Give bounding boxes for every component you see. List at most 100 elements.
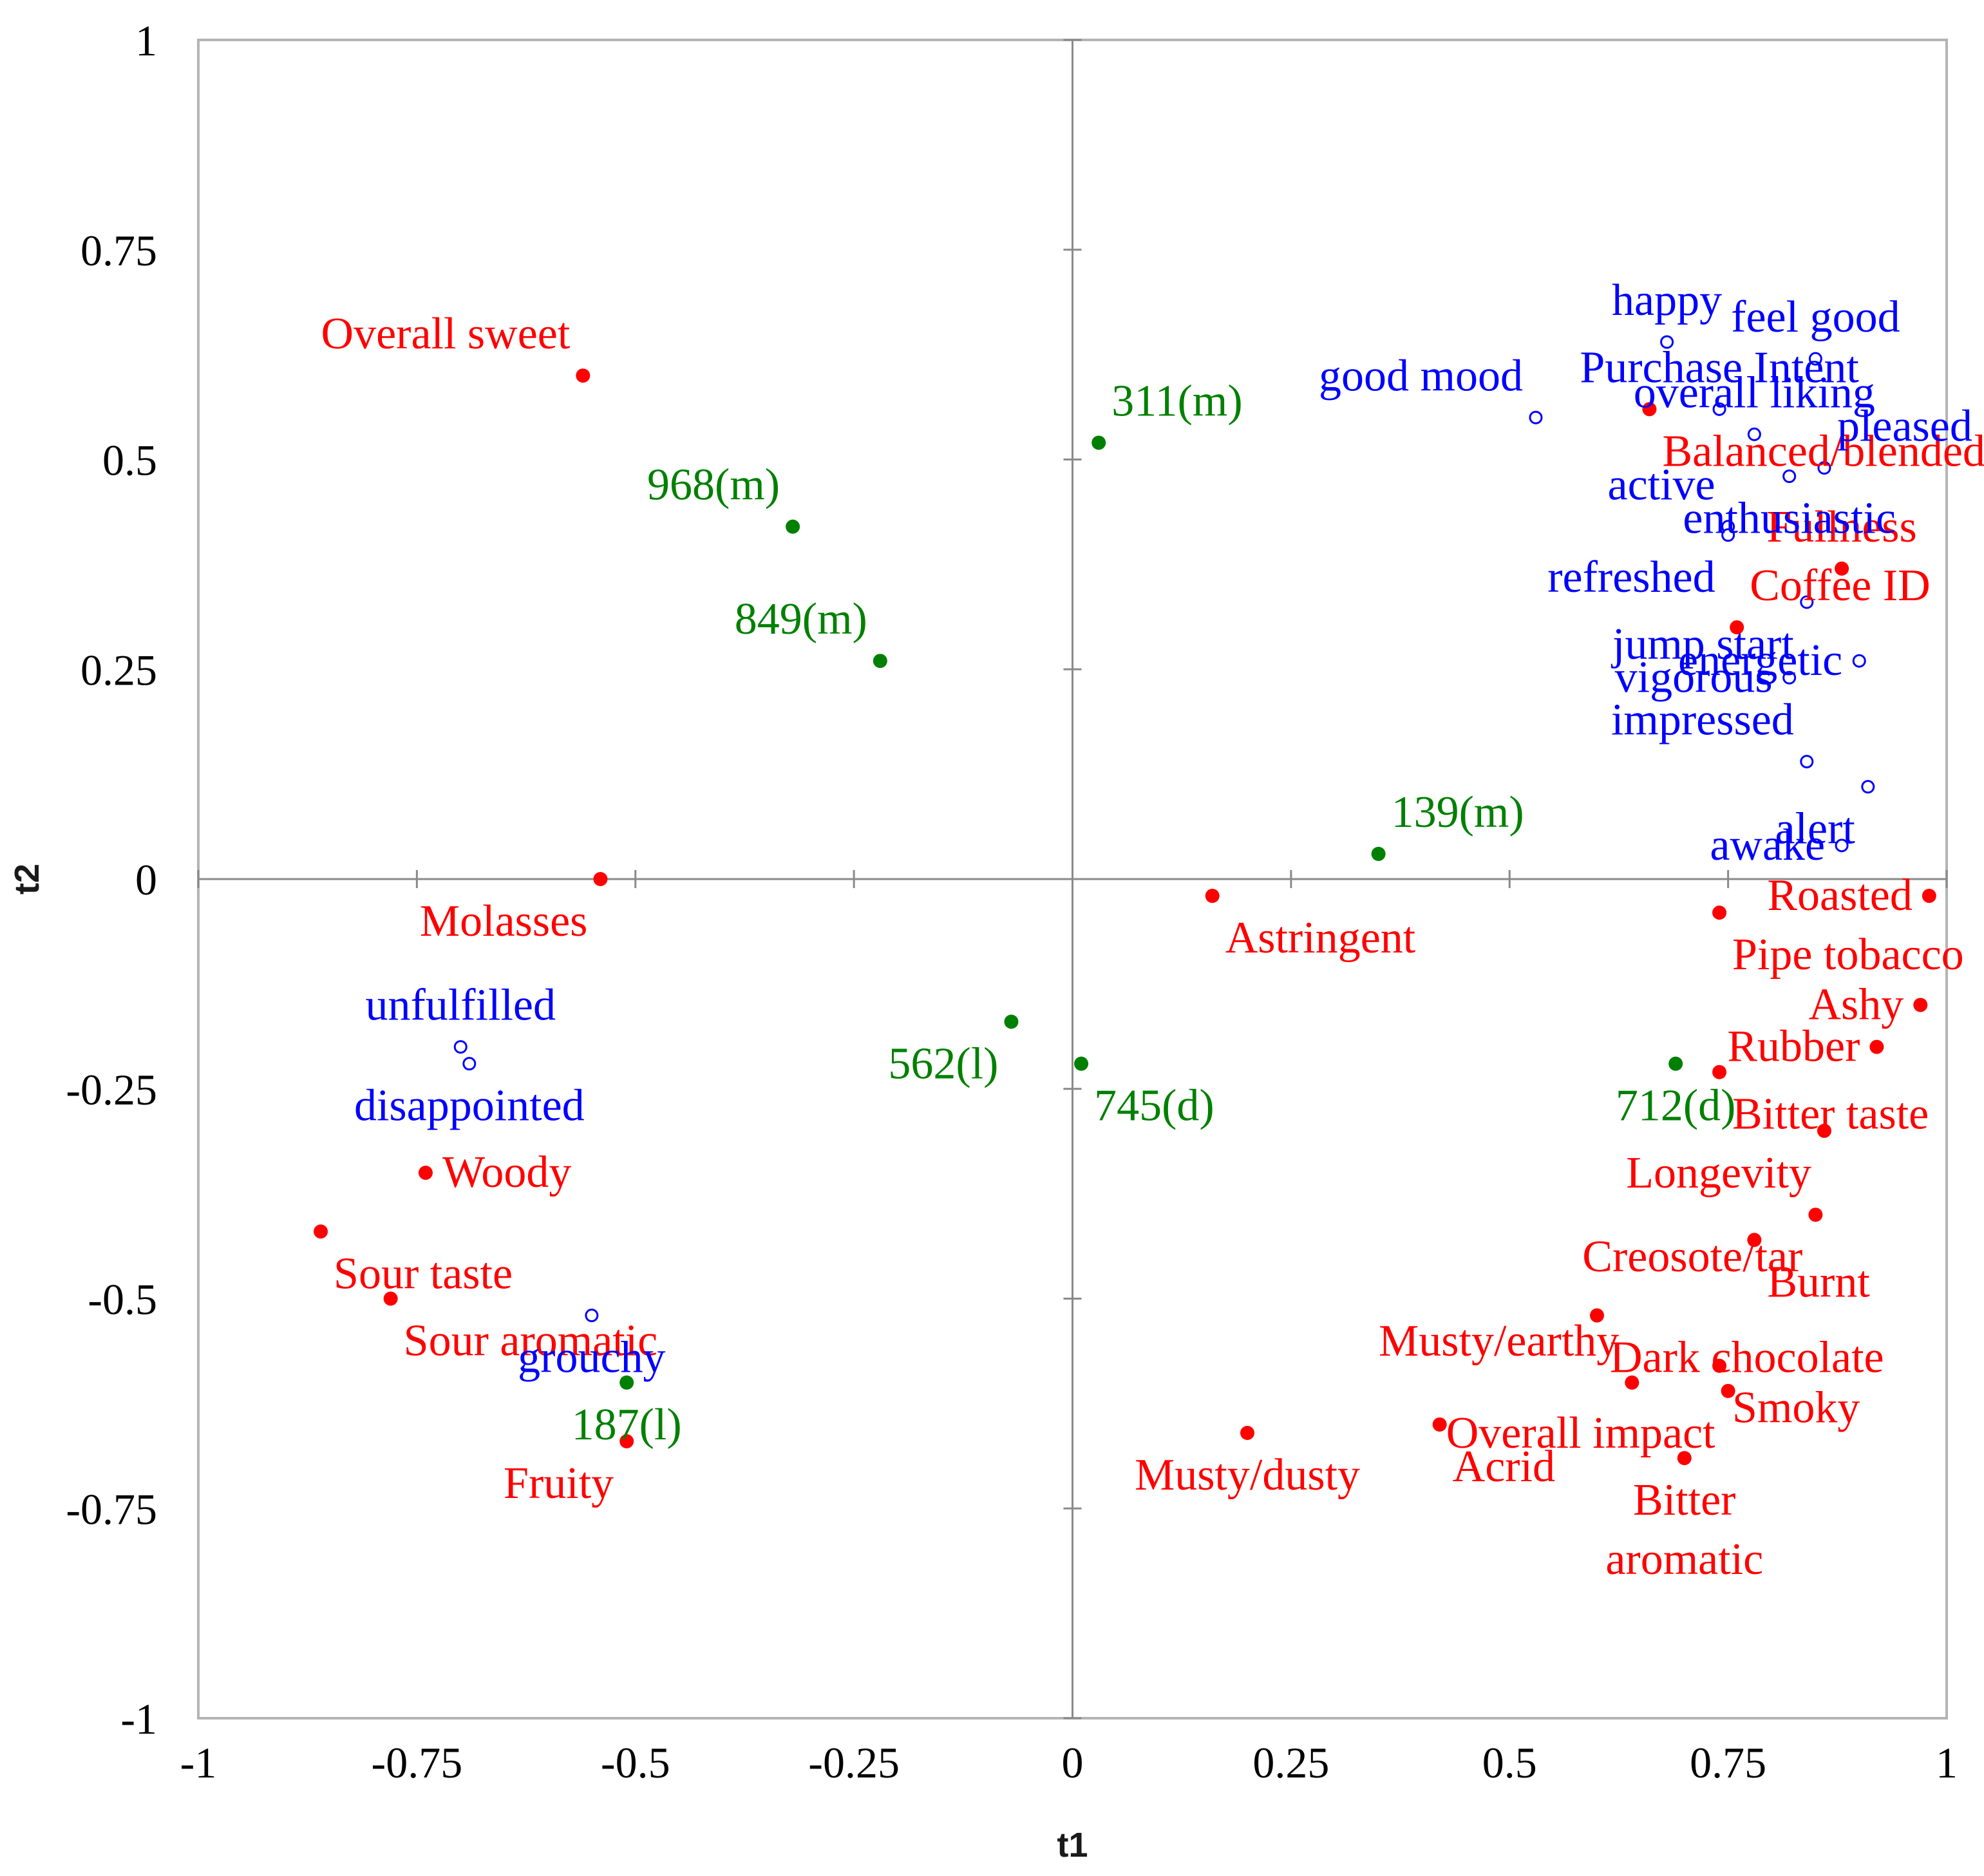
data-point [1869, 1039, 1884, 1054]
data-label: Overall impact [1446, 1408, 1715, 1458]
data-point [1782, 469, 1797, 484]
data-point [383, 1291, 398, 1306]
data-label: impressed [1611, 696, 1794, 745]
x-tick-label: -0.75 [372, 1738, 463, 1787]
data-label: happy [1612, 276, 1722, 325]
x-tick-label: -0.5 [601, 1738, 670, 1787]
data-label: Fullness [1766, 502, 1916, 552]
data-point [1712, 905, 1727, 920]
data-label: vigorous [1615, 652, 1773, 702]
data-point [314, 1224, 328, 1239]
data-point [453, 1040, 468, 1054]
data-label: Sour taste [334, 1249, 513, 1298]
y-tick-label: -1 [120, 1694, 157, 1743]
data-point [1677, 1451, 1692, 1466]
data-label: Sour aromatic [404, 1316, 658, 1366]
y-tick-label: 0 [135, 855, 157, 904]
data-label: Pipe tobacco [1732, 930, 1964, 980]
data-point [1747, 1233, 1762, 1247]
data-label: alert [1775, 804, 1855, 854]
data-label: Coffee ID [1750, 561, 1931, 611]
data-point [1712, 1065, 1727, 1079]
data-point [1712, 1358, 1727, 1373]
data-label: Bitter taste [1732, 1090, 1929, 1139]
data-label: Burnt [1767, 1257, 1870, 1307]
data-label: Overall sweet [321, 309, 571, 359]
data-point [1817, 461, 1831, 475]
data-label: awake [1710, 820, 1825, 870]
data-label: Dark chocolate [1610, 1333, 1884, 1383]
data-label: grouchy [518, 1333, 665, 1383]
x-tick-label: 1 [1936, 1738, 1958, 1787]
data-point [1835, 561, 1849, 576]
data-point [1721, 528, 1735, 542]
data-label: unfulfilled [366, 981, 556, 1030]
data-point [1371, 846, 1386, 861]
data-point [1730, 620, 1744, 635]
x-tick-label: 0.25 [1252, 1738, 1329, 1787]
y-tick-label: 0.75 [80, 226, 157, 275]
data-label: Fruity [504, 1459, 614, 1508]
data-label: Ashy [1808, 980, 1904, 1029]
data-label: disappointed [354, 1081, 585, 1131]
data-point [1091, 435, 1106, 450]
data-label: Balanced/blended [1662, 426, 1984, 476]
data-point [1808, 1208, 1823, 1222]
x-tick-label: -1 [180, 1738, 217, 1787]
x-axis-ticks: -1 -0.75 -0.5 -0.25 0 0.25 0.5 0.75 1 [180, 870, 1958, 1787]
data-label: Creosote/tar [1582, 1232, 1802, 1282]
data-point [1642, 402, 1657, 417]
data-point [1808, 352, 1822, 366]
data-label: Bitter [1633, 1475, 1735, 1525]
data-label: 139(m) [1392, 788, 1524, 837]
data-point [1625, 1375, 1639, 1390]
data-point [1800, 595, 1814, 609]
data-label: pleased [1837, 402, 1972, 451]
data-point [786, 519, 800, 534]
data-point [1529, 410, 1543, 424]
data-point [1004, 1014, 1019, 1029]
data-label: Rubber [1727, 1022, 1860, 1072]
y-tick-label: -0.5 [88, 1275, 157, 1324]
data-point [619, 1434, 634, 1449]
y-tick-label: 0.5 [102, 436, 157, 485]
data-point [1782, 670, 1797, 685]
data-point [1817, 1123, 1831, 1138]
data-label: energetic [1678, 636, 1842, 685]
data-points [314, 335, 1936, 1466]
data-label: Smoky [1732, 1383, 1860, 1433]
data-point [576, 368, 590, 383]
data-label: 712(d) [1616, 1081, 1736, 1131]
data-label: Longevity [1626, 1148, 1811, 1198]
data-label: Woody [442, 1148, 571, 1197]
data-label: active [1608, 460, 1715, 510]
data-point [1913, 998, 1928, 1012]
y-tick-label: 1 [135, 16, 157, 65]
y-tick-label: 0.25 [80, 645, 157, 694]
data-point [1835, 839, 1849, 853]
data-point [619, 1375, 634, 1390]
data-label: Astringent [1225, 913, 1416, 963]
data-labels: Overall sweet Molasses Woody Sour taste Sour… [321, 276, 1984, 1584]
data-point [462, 1057, 477, 1071]
y-axis-ticks: -1 -0.75 -0.5 -0.25 0 0.25 0.5 0.75 1 [66, 16, 1082, 1743]
data-label: 311(m) [1111, 376, 1242, 426]
data-point [1074, 1056, 1089, 1071]
x-tick-label: -0.25 [808, 1738, 900, 1787]
data-label: jump start [1611, 620, 1794, 669]
data-label: 968(m) [647, 460, 780, 510]
data-point [873, 654, 887, 668]
data-label: Roasted [1767, 871, 1913, 920]
data-point [1205, 889, 1220, 904]
data-label: aromatic [1605, 1535, 1763, 1584]
data-point [1922, 889, 1936, 904]
data-label: good mood [1319, 351, 1523, 401]
x-axis-title: t1 [1057, 1826, 1088, 1864]
data-point [1240, 1425, 1254, 1440]
data-label: 562(l) [888, 1039, 998, 1089]
x-tick-label: 0.75 [1690, 1738, 1766, 1787]
data-point [1852, 654, 1866, 668]
data-label: 745(d) [1094, 1081, 1214, 1131]
data-label: overall liking [1634, 368, 1875, 417]
